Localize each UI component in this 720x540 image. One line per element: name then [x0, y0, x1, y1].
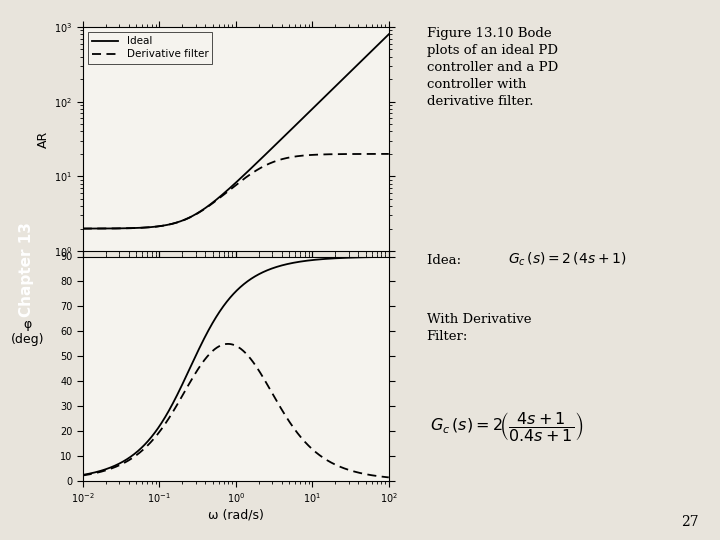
Ideal — [323, 91, 331, 98]
Derivative filter — [202, 204, 211, 211]
Ideal — [78, 225, 87, 232]
Derivative filter — [109, 225, 118, 232]
Derivative filter — [213, 196, 222, 202]
Text: Figure 13.10 Bode
plots of an ideal PD
controller and a PD
controller with
deriv: Figure 13.10 Bode plots of an ideal PD c… — [427, 27, 558, 108]
Y-axis label: AR: AR — [37, 131, 50, 147]
Ideal — [109, 225, 118, 232]
Text: $G_c\,(s) = 2\,(4s+1)$: $G_c\,(s) = 2\,(4s+1)$ — [508, 251, 626, 268]
Ideal — [213, 195, 222, 202]
X-axis label: ω (rad/s): ω (rad/s) — [208, 509, 264, 522]
Derivative filter — [323, 151, 331, 158]
Text: Idea:: Idea: — [427, 254, 469, 267]
Derivative filter — [384, 151, 393, 157]
Text: 27: 27 — [681, 515, 698, 529]
Ideal — [289, 125, 297, 131]
Ideal — [384, 31, 393, 37]
Ideal — [202, 204, 211, 211]
Y-axis label: φ
(deg): φ (deg) — [11, 318, 45, 346]
Line: Ideal: Ideal — [83, 34, 389, 228]
Legend: Ideal, Derivative filter: Ideal, Derivative filter — [88, 32, 212, 64]
Derivative filter — [78, 225, 87, 232]
Ideal — [317, 97, 325, 103]
Derivative filter — [317, 151, 325, 158]
Text: $G_c\,(s) = 2\!\left(\dfrac{4s+1}{0.4s+1}\right)$: $G_c\,(s) = 2\!\left(\dfrac{4s+1}{0.4s+1… — [430, 410, 583, 443]
Text: With Derivative
Filter:: With Derivative Filter: — [427, 313, 531, 343]
Line: Derivative filter: Derivative filter — [83, 154, 389, 228]
Text: Chapter 13: Chapter 13 — [19, 222, 35, 318]
Derivative filter — [289, 153, 297, 160]
